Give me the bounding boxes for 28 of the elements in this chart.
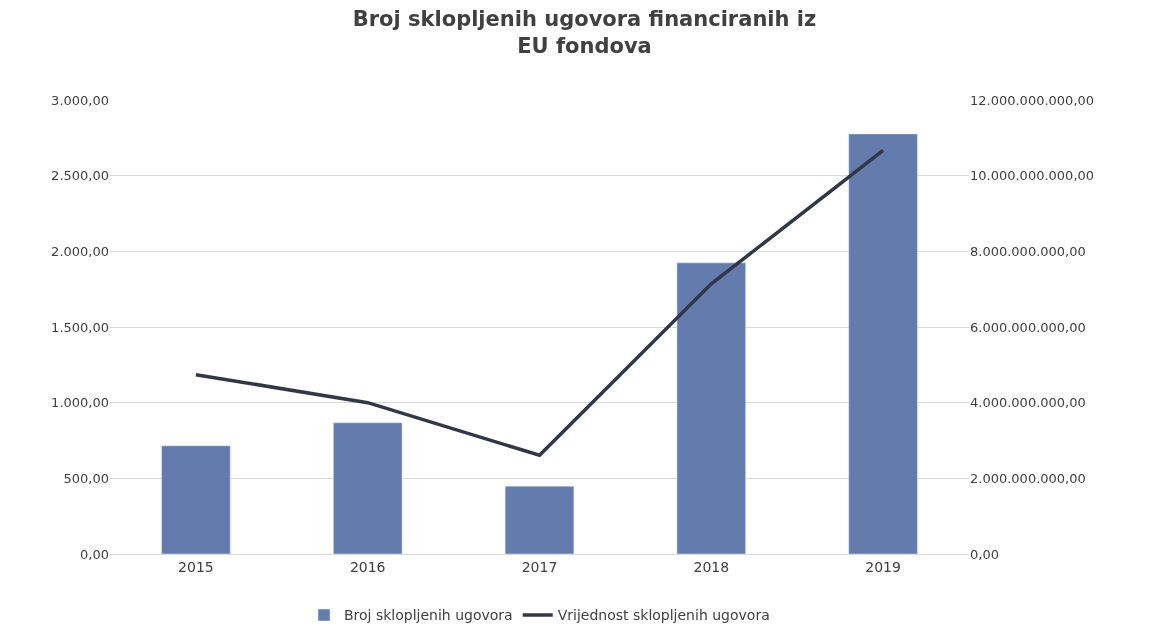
x-tick-label: 2017 — [521, 558, 558, 575]
y2-tick-label: 0,00 — [970, 546, 999, 562]
x-tick-label: 2015 — [178, 558, 214, 575]
y2-tick-label: 2.000.000.000,00 — [970, 470, 1086, 486]
y-tick-label: 1.500,00 — [51, 319, 109, 335]
y2-tick-label: 10.000.000.000,00 — [970, 168, 1095, 184]
y-tick-label: 0,00 — [80, 546, 109, 562]
bar — [848, 133, 918, 554]
y-tick-label: 1.000,00 — [51, 395, 109, 411]
y-tick-label: 2.000,00 — [51, 243, 109, 259]
line-series — [194, 148, 885, 458]
chart-title: Broj sklopljenih ugovora financiranih iz EU fondova — [352, 6, 817, 59]
x-tick-label: 2019 — [865, 558, 901, 575]
bar — [504, 485, 575, 554]
y-tick-label: 3.000,00 — [51, 92, 109, 108]
y2-tick-label: 6.000.000.000,00 — [970, 319, 1086, 335]
x-tick-label: 2016 — [349, 558, 386, 575]
y-tick-label: 500,00 — [63, 470, 109, 486]
x-tick-label: 2018 — [693, 558, 730, 575]
bar — [676, 262, 746, 554]
y2-tick-label: 8.000.000.000,00 — [970, 243, 1086, 259]
y2-tick-label: 12.000.000.000,00 — [970, 92, 1095, 108]
legend-label: Vrijednost sklopljenih ugovora — [557, 607, 770, 624]
bar — [161, 445, 231, 554]
legend-label: Broj sklopljenih ugovora — [344, 607, 513, 624]
y2-tick-label: 4.000.000.000,00 — [970, 395, 1086, 411]
bar — [333, 422, 403, 554]
y-tick-label: 2.500,00 — [51, 168, 109, 184]
